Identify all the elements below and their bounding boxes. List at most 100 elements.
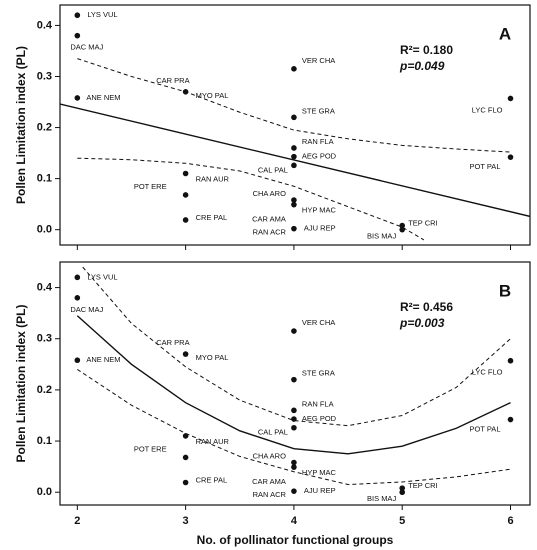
data-point — [507, 416, 514, 423]
point-label: ANE NEM — [86, 93, 120, 102]
data-point — [291, 424, 297, 431]
y-tick-label: 0.3 — [37, 70, 52, 82]
point-label: CHA ARO — [253, 452, 287, 461]
point-label: ANE NEM — [86, 355, 120, 364]
point-label: VER CHA — [302, 318, 335, 327]
data-point — [291, 201, 297, 208]
data-point — [182, 89, 189, 95]
point-label: POT ERE — [134, 444, 167, 453]
data-point — [182, 170, 189, 177]
point-label: BIS MAJ — [367, 232, 396, 241]
data-point — [507, 154, 514, 160]
point-label: CAR PRA — [156, 76, 189, 85]
data-point — [182, 479, 189, 486]
data-point — [399, 226, 406, 233]
point-label: BIS MAJ — [367, 494, 396, 503]
fit-line — [76, 315, 511, 455]
confidence-band — [77, 58, 511, 153]
data-point — [291, 328, 297, 334]
data-point — [291, 225, 297, 232]
data-point — [507, 357, 514, 364]
p-value: p=0.049 — [399, 59, 445, 73]
point-label: RAN AUR — [196, 437, 230, 446]
y-tick-label: 0.1 — [37, 435, 52, 447]
y-tick-label: 0.4 — [37, 19, 53, 31]
point-label: TEP CRI — [408, 219, 437, 228]
data-point — [74, 357, 81, 364]
data-point — [507, 95, 514, 102]
plot-frame — [59, 4, 531, 246]
x-tick-label: 4 — [291, 515, 298, 527]
r-squared: R²= 0.456 — [400, 300, 453, 314]
r-squared: R²= 0.180 — [400, 43, 453, 57]
point-label: CHA ARO — [253, 189, 287, 198]
fit-line — [60, 103, 530, 218]
data-point — [182, 454, 189, 461]
point-label: AEG POD — [302, 152, 337, 161]
point-label: DAC MAJ — [70, 305, 103, 314]
point-label: LYS VUL — [87, 10, 117, 19]
y-tick-label: 0.2 — [37, 121, 52, 133]
point-label: DAC MAJ — [70, 43, 103, 52]
x-tick-label: 3 — [183, 515, 189, 527]
data-point — [182, 351, 189, 357]
y-tick-label: 0.2 — [37, 384, 52, 396]
point-label: STE GRA — [302, 369, 335, 378]
data-point — [291, 197, 297, 203]
data-point — [74, 274, 81, 281]
data-point — [74, 32, 81, 39]
point-label: LYC FLO — [472, 368, 503, 377]
point-label: HYP MAC — [302, 206, 337, 215]
point-label: CRE PAL — [196, 213, 228, 222]
point-label: CAL PAL — [258, 165, 288, 174]
point-label: TEP CRI — [408, 481, 437, 490]
data-point — [291, 488, 297, 494]
point-label: AJU REP — [304, 224, 336, 233]
x-tick-label: 2 — [74, 515, 80, 527]
x-tick-label: 6 — [507, 515, 513, 527]
confidence-band — [77, 157, 425, 241]
point-label: STE GRA — [302, 106, 335, 115]
point-label: CAR AMA — [252, 477, 286, 486]
plot-frame — [59, 261, 531, 506]
y-tick-label: 0.4 — [37, 281, 53, 293]
data-point — [291, 464, 297, 470]
y-tick-label: 0.0 — [37, 224, 52, 236]
point-label: CRE PAL — [196, 475, 228, 484]
y-tick-label: 0.1 — [37, 173, 52, 185]
point-label: AJU REP — [304, 486, 336, 495]
y-axis-label: Pollen Limitation index (PL) — [14, 304, 28, 462]
data-point — [291, 416, 297, 422]
data-point — [399, 222, 406, 229]
data-point — [399, 489, 406, 496]
confidence-band — [82, 266, 511, 427]
point-label: RAN ACR — [253, 490, 287, 499]
p-value: p=0.003 — [399, 316, 445, 330]
data-point — [74, 12, 81, 19]
point-label: AEG POD — [302, 414, 337, 423]
data-point — [291, 145, 297, 151]
point-label: RAN FLA — [302, 399, 334, 408]
confidence-band — [77, 369, 511, 486]
point-label: RAN ACR — [253, 228, 287, 237]
data-point — [291, 376, 297, 383]
point-label: CAR AMA — [252, 215, 286, 224]
point-label: POT ERE — [134, 182, 167, 191]
point-label: POT PAL — [470, 425, 501, 434]
panel-label: B — [499, 281, 511, 300]
y-tick-label: 0.3 — [37, 333, 52, 345]
point-label: VER CHA — [302, 56, 335, 65]
point-label: RAN FLA — [302, 137, 334, 146]
data-point — [182, 433, 189, 439]
x-axis-label: No. of pollinator functional groups — [197, 533, 394, 547]
x-tick-label: 5 — [399, 515, 405, 527]
data-point — [291, 114, 297, 121]
panel-label: A — [499, 24, 511, 43]
data-point — [182, 217, 189, 223]
data-point — [399, 485, 406, 491]
data-point — [291, 162, 297, 169]
data-point — [291, 66, 297, 72]
point-label: HYP MAC — [302, 468, 337, 477]
y-tick-label: 0.0 — [37, 486, 52, 498]
